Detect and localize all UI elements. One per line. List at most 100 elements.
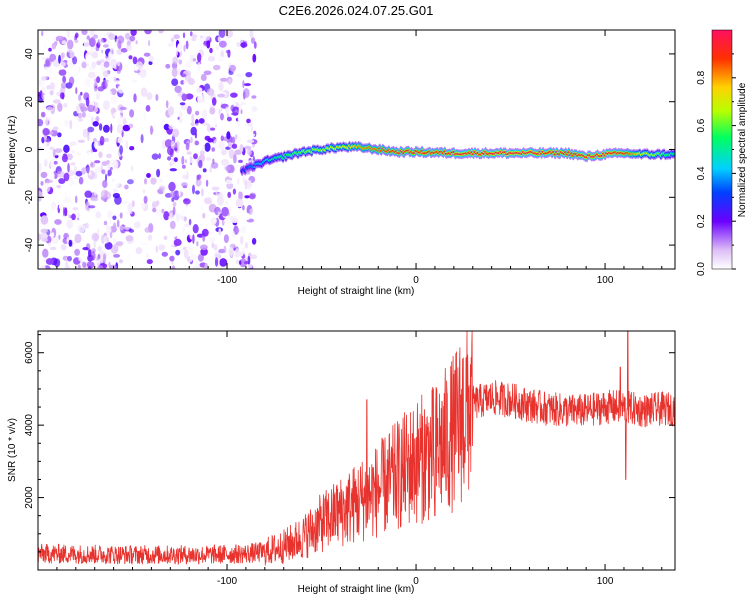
spectrogram-noise-blob (52, 126, 59, 131)
spectrogram-noise-blob (94, 166, 102, 173)
spectrogram-noise-blob (151, 202, 157, 209)
spectrogram-noise-blob (200, 244, 208, 251)
spectrogram-noise-blob (200, 73, 207, 82)
spectrogram-noise-blob (126, 211, 133, 215)
spectrogram-noise-blob (56, 184, 62, 189)
spectrogram-noise-blob (195, 178, 202, 187)
spectrogram-noise-blob (123, 225, 130, 230)
spectrogram-noise-blob (225, 179, 233, 185)
spectrogram-noise-blob (66, 219, 74, 229)
spectrogram-noise-blob (59, 92, 65, 100)
spectrogram-noise-blob (247, 122, 254, 127)
spectrogram-noise-blob (135, 40, 138, 45)
spectrogram-noise-blob (220, 135, 224, 142)
spectrogram-noise-blob (239, 258, 248, 268)
spectrogram-noise-blob (68, 239, 73, 247)
spectrogram-noise-blob (93, 207, 97, 213)
spectrogram-noise-blob (106, 159, 110, 165)
spectrogram-noise-blob (130, 30, 137, 36)
spectrogram-noise-blob (146, 259, 153, 265)
spectrogram-noise-blob (181, 182, 188, 187)
spectrogram-noise-blob (217, 211, 221, 216)
spectrogram-noise-blob (194, 101, 199, 109)
spectrogram-noise-blob (163, 235, 168, 240)
spectrogram-noise-blob (58, 234, 61, 240)
spectrogram-noise-blob (202, 168, 207, 173)
spectrogram-noise-blob (179, 111, 183, 118)
spectrogram-noise-blob (102, 180, 108, 188)
spectrogram-noise-blob (125, 44, 132, 51)
spectrogram-noise-blob (63, 144, 70, 153)
spectrogram-noise-blob (191, 34, 198, 39)
spectrogram-noise-blob (74, 39, 79, 43)
spectrogram-noise-blob (141, 242, 148, 246)
spectrogram-noise-blob (238, 251, 244, 257)
spectrogram-noise-blob (83, 39, 90, 49)
spectrogram-noise-blob (103, 100, 110, 111)
spectrogram-noise-blob (100, 189, 109, 199)
spectrogram-noise-blob (225, 200, 229, 205)
spectrogram-noise-blob (216, 147, 220, 158)
spectrogram-noise-blob (48, 242, 51, 247)
spectrogram-noise-blob (99, 38, 104, 44)
spectrogram-noise-blob (170, 212, 173, 218)
spectrogram-noise-blob (184, 216, 187, 222)
spectrogram-noise-blob (100, 59, 105, 63)
spectrogram-noise-blob (118, 225, 124, 231)
spectrogram-noise-blob (245, 72, 253, 78)
spectrogram-noise-blob (74, 124, 81, 131)
spectrogram-noise-blob (125, 235, 134, 242)
spectrogram-noise-blob (189, 54, 195, 64)
spectrogram-noise-blob (131, 79, 138, 84)
spectrogram-noise-blob (217, 195, 224, 206)
spectrogram-noise-blob (246, 160, 255, 164)
spectrogram-noise-blob (242, 80, 245, 89)
spectrogram-noise-blob (110, 95, 118, 105)
spectrogram-noise-blob (172, 206, 176, 216)
spectrogram-noise-blob (60, 244, 67, 251)
spectrogram-noise-blob (245, 181, 252, 190)
spectrogram-noise-blob (205, 179, 209, 187)
spectrogram-noise-blob (46, 85, 52, 90)
spectrogram-noise-blob (163, 211, 170, 221)
spectrogram-noise-blob (195, 110, 200, 116)
spectrogram-noise-blob (111, 201, 116, 208)
spectrogram-noise-blob (148, 39, 151, 47)
spectrogram-noise-blob (225, 106, 230, 114)
spectrogram-noise-blob (127, 202, 133, 212)
spectrogram-noise-blob (116, 219, 120, 228)
spectrogram-noise-blob (197, 253, 204, 262)
spectrogram-noise-blob (112, 215, 117, 221)
spectrogram-noise-blob (212, 64, 221, 71)
spectrogram-noise-blob (250, 254, 258, 260)
spectrogram-noise-blob (218, 141, 225, 150)
spectrogram-noise-blob (154, 182, 160, 191)
spectrogram-noise-blob (98, 151, 103, 158)
spectrogram-noise-blob (161, 251, 168, 257)
spectrogram-noise-blob (46, 117, 52, 121)
spectrogram-noise-blob (242, 205, 245, 211)
spectrogram-noise-blob (60, 52, 64, 63)
spectrogram-noise-blob (167, 156, 172, 161)
spectrogram-noise-blob (110, 59, 118, 69)
spectrogram-noise-blob (150, 125, 153, 135)
spectrogram-noise-blob (229, 64, 237, 72)
spectrogram-noise-blob (231, 112, 239, 116)
spectrogram-noise-blob (212, 158, 215, 164)
spectrogram-noise-blob (81, 61, 87, 69)
spectrogram-noise-blob (75, 32, 79, 39)
spectrogram-noise-blob (219, 258, 228, 267)
spectrogram-noise-blob (148, 234, 152, 241)
spectrogram-noise-blob (192, 234, 195, 244)
spectrogram-noise-blob (90, 197, 99, 202)
spectrogram-noise-blob (126, 179, 134, 185)
spectrogram-noise-blob (68, 103, 74, 109)
spectrogram-noise-blob (78, 256, 86, 262)
spectrogram-noise-blob (178, 59, 183, 65)
spectrogram-noise-blob (46, 106, 54, 112)
spectrogram-noise-blob (107, 210, 113, 220)
spectrogram-noise-blob (97, 253, 101, 260)
spectrogram-noise-blob (118, 259, 124, 264)
spectrogram-noise-blob (169, 255, 175, 262)
